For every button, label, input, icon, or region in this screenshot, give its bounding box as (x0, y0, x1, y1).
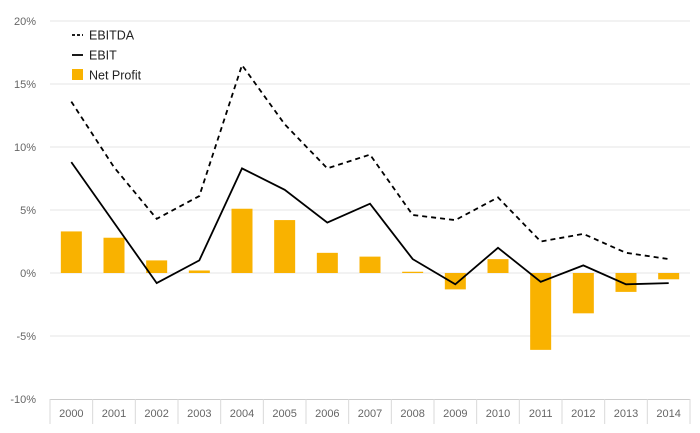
x-tick-label: 2011 (529, 408, 553, 420)
x-tick-label: 2010 (486, 408, 510, 420)
net-profit-bar-2007 (359, 256, 381, 273)
legend-item-ebit: EBIT (72, 49, 117, 63)
y-tick-label: 20% (14, 16, 36, 28)
y-tick-label: 0% (20, 268, 36, 280)
net-profit-bar-2011 (530, 273, 552, 350)
net-profit-bar-2005 (274, 220, 296, 273)
net-profit-bar-2000 (60, 231, 82, 273)
x-tick-label: 2000 (59, 408, 83, 420)
net-profit-bar-2006 (316, 252, 338, 273)
x-tick-label: 2001 (102, 408, 126, 420)
x-tick-label: 2012 (571, 408, 595, 420)
y-tick-label: -5% (16, 331, 36, 343)
net-profit-bar-2003 (188, 270, 210, 273)
x-tick-label: 2002 (144, 408, 168, 420)
legend-item-net-profit: Net Profit (72, 69, 142, 83)
x-tick-label: 2003 (187, 408, 211, 420)
y-tick-label: 5% (20, 205, 36, 217)
y-tick-label: 10% (14, 142, 36, 154)
x-axis: 2000 2001 2002 2003 2004 2005 2006 2007 2008 2009… (49, 399, 691, 424)
x-tick-label: 2008 (400, 408, 424, 420)
net-profit-bar-2008 (402, 271, 424, 273)
net-profit-bar-2004 (231, 208, 253, 273)
net-profit-bar-2014 (658, 273, 680, 280)
legend-bar-swatch (72, 69, 83, 80)
x-tick-label: 2007 (358, 408, 382, 420)
x-tick-label: 2014 (656, 408, 680, 420)
net-profit-bar-2010 (487, 259, 509, 273)
net-profit-bars (60, 208, 680, 350)
x-tick-label: 2013 (614, 408, 638, 420)
series-lines (70, 63, 669, 286)
net-profit-bar-2001 (103, 237, 125, 273)
grid-lines (50, 20, 690, 337)
y-tick-label: -10% (10, 394, 36, 406)
legend-item-ebitda: EBITDA (72, 29, 135, 43)
x-tick-label: 2006 (315, 408, 339, 420)
legend-label: Net Profit (89, 69, 142, 83)
legend: EBITDA EBIT Net Profit (72, 29, 142, 83)
y-axis-tick-labels: 20% 15% 10% 5% 0% -5% -10% (10, 16, 36, 406)
ebit-line (70, 161, 669, 286)
x-tick-label: 2005 (272, 408, 296, 420)
legend-label: EBITDA (89, 29, 135, 43)
net-profit-bar-2012 (572, 273, 594, 314)
y-tick-label: 15% (14, 79, 36, 91)
net-profit-bar-2002 (146, 260, 168, 273)
net-profit-bar-2013 (615, 273, 637, 292)
net-profit-bar-2009 (444, 273, 466, 290)
x-tick-label: 2009 (443, 408, 467, 420)
ebitda-line (70, 63, 669, 260)
x-tick-label: 2004 (230, 408, 254, 420)
legend-label: EBIT (89, 49, 117, 63)
